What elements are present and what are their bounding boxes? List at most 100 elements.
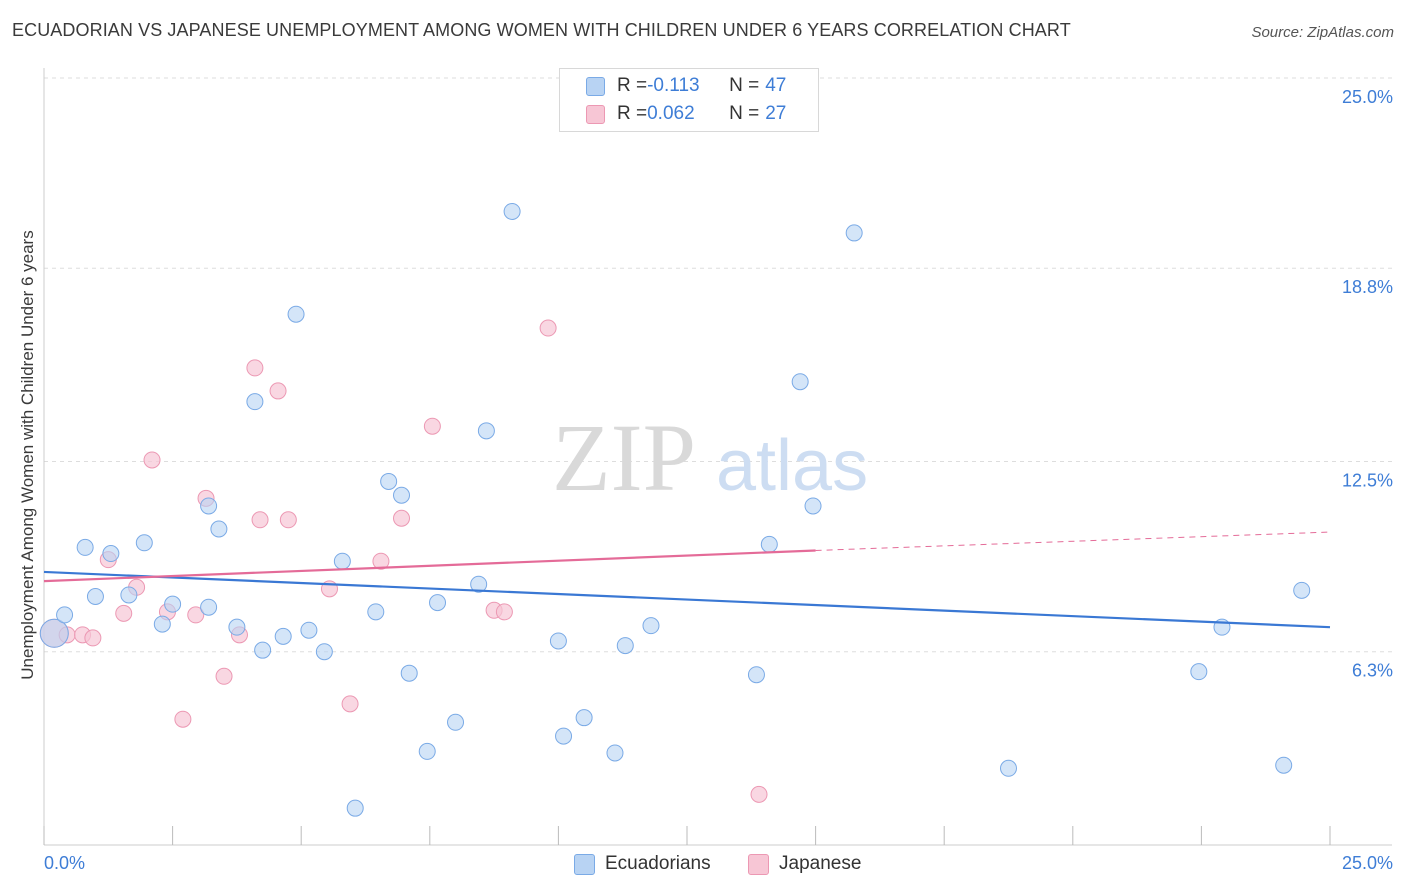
japanese-point bbox=[143, 451, 161, 469]
ecuadorians-swatch bbox=[586, 76, 605, 96]
x-tick-label: 0.0% bbox=[44, 853, 85, 873]
japanese-point bbox=[251, 511, 269, 529]
japanese-trend-line bbox=[43, 549, 816, 583]
japanese-swatch bbox=[586, 104, 605, 124]
japanese-point bbox=[269, 382, 287, 400]
legend-n-value: 47 bbox=[765, 75, 787, 96]
ecuadorian-point bbox=[120, 586, 138, 604]
legend-row-ecuadorians: R = -0.113 N = 47 bbox=[586, 73, 786, 99]
legend-r-value: -0.113 bbox=[647, 75, 700, 96]
ecuadorian-point bbox=[616, 637, 634, 655]
ecuadorian-point bbox=[76, 538, 94, 556]
ecuadorian-point bbox=[287, 305, 305, 323]
y-tick-label: 18.8% bbox=[1342, 277, 1393, 297]
ecuadorian-point bbox=[549, 632, 567, 650]
ecuadorian-point bbox=[315, 643, 333, 661]
japanese-point bbox=[246, 359, 264, 377]
ecuadorian-point bbox=[210, 520, 228, 538]
legend-r-value: 0.062 bbox=[647, 103, 695, 124]
ecuadorian-point bbox=[791, 373, 809, 391]
japanese-point bbox=[341, 695, 359, 713]
source-label: Source: ZipAtlas.com bbox=[1251, 24, 1394, 41]
ecuadorian-point bbox=[845, 224, 863, 242]
ecuadorian-point bbox=[804, 497, 822, 515]
y-tick-label: 25.0% bbox=[1342, 87, 1393, 107]
ecuadorian-point bbox=[380, 472, 398, 490]
ecuadorian-point bbox=[367, 603, 385, 621]
ecuadorian-point bbox=[246, 393, 264, 411]
ecuadorian-points bbox=[39, 202, 1311, 817]
ecuadorian-point bbox=[200, 497, 218, 515]
ecuadorian-point bbox=[555, 727, 573, 745]
legend-r-label: R = bbox=[617, 75, 648, 96]
ecuadorian-point bbox=[86, 587, 104, 605]
ecuadorian-point bbox=[760, 535, 778, 553]
japanese-point bbox=[279, 511, 297, 529]
ecuadorian-point bbox=[274, 627, 292, 645]
bottom-legend-japanese: Japanese bbox=[748, 852, 861, 876]
ecuadorian-point bbox=[418, 742, 436, 760]
japanese-point bbox=[174, 710, 192, 728]
legend-n-value: 27 bbox=[765, 103, 787, 124]
correlation-legend: R = -0.113 N = 47 R = 0.062 N = 27 bbox=[559, 68, 819, 132]
watermark-zip: ZIP bbox=[552, 404, 696, 511]
japanese-trend-extension bbox=[815, 531, 1331, 551]
japanese-legend-label: Japanese bbox=[779, 853, 862, 874]
ecuadorian-point bbox=[346, 799, 364, 817]
japanese-point bbox=[372, 552, 390, 570]
ecuadorian-point bbox=[228, 618, 246, 636]
japanese-point bbox=[750, 785, 768, 803]
bottom-legend-ecuadorians: Ecuadorians bbox=[574, 852, 711, 876]
ecuadorian-point bbox=[135, 534, 153, 552]
ecuadorian-point bbox=[477, 422, 495, 440]
tick-labels: 6.3% 12.5% 18.8% 25.0% 0.0% 25.0% bbox=[44, 87, 1393, 873]
ecuadorian-point bbox=[1275, 756, 1293, 774]
y-tick-label: 6.3% bbox=[1352, 661, 1393, 681]
ecuadorian-point bbox=[39, 618, 69, 648]
y-tick-label: 12.5% bbox=[1342, 471, 1393, 491]
ecuadorian-point bbox=[447, 713, 465, 731]
japanese-point bbox=[393, 509, 411, 527]
japanese-point bbox=[539, 319, 557, 337]
japanese-point bbox=[187, 606, 205, 624]
legend-r-label: R = bbox=[617, 103, 648, 124]
japanese-point bbox=[495, 603, 513, 621]
ecuadorian-point bbox=[254, 641, 272, 659]
ecuadorian-point bbox=[606, 744, 624, 762]
ecuadorian-point bbox=[503, 202, 521, 220]
japanese-legend-swatch bbox=[748, 853, 769, 875]
grid-lines bbox=[44, 77, 1392, 653]
ecuadorian-point bbox=[1190, 663, 1208, 681]
ecuadorian-point bbox=[400, 664, 418, 682]
japanese-point bbox=[115, 604, 133, 622]
ecuadorian-point bbox=[1000, 759, 1017, 777]
trend-lines bbox=[43, 531, 1331, 629]
ecuadorian-point bbox=[200, 598, 218, 616]
japanese-point bbox=[215, 667, 233, 685]
ecuadorian-point bbox=[642, 617, 660, 635]
ecuadorian-point bbox=[153, 615, 171, 633]
japanese-points bbox=[39, 319, 768, 803]
chart-title: ECUADORIAN VS JAPANESE UNEMPLOYMENT AMON… bbox=[12, 20, 1071, 40]
watermark-atlas: atlas bbox=[716, 426, 868, 506]
ecuadorian-point bbox=[56, 606, 74, 624]
japanese-point bbox=[423, 417, 441, 435]
ecuadorians-legend-label: Ecuadorians bbox=[605, 853, 711, 874]
ecuadorian-point bbox=[575, 709, 593, 727]
axes bbox=[43, 68, 1392, 846]
ecuadorian-point bbox=[300, 621, 318, 639]
ecuadorian-point bbox=[1293, 581, 1311, 599]
ecuadorian-point bbox=[470, 575, 488, 593]
legend-n-label: N = bbox=[729, 75, 760, 96]
ecuadorian-trend-line bbox=[43, 570, 1331, 629]
ecuadorian-point bbox=[164, 595, 182, 613]
ecuadorian-point bbox=[393, 486, 411, 504]
legend-row-japanese: R = 0.062 N = 27 bbox=[586, 101, 786, 127]
ecuadorian-point bbox=[747, 666, 765, 684]
x-tick-label: 25.0% bbox=[1342, 853, 1393, 873]
legend-n-label: N = bbox=[729, 103, 760, 124]
ecuadorian-point bbox=[102, 545, 120, 563]
japanese-point bbox=[84, 629, 102, 647]
ecuadorians-legend-swatch bbox=[574, 853, 595, 875]
